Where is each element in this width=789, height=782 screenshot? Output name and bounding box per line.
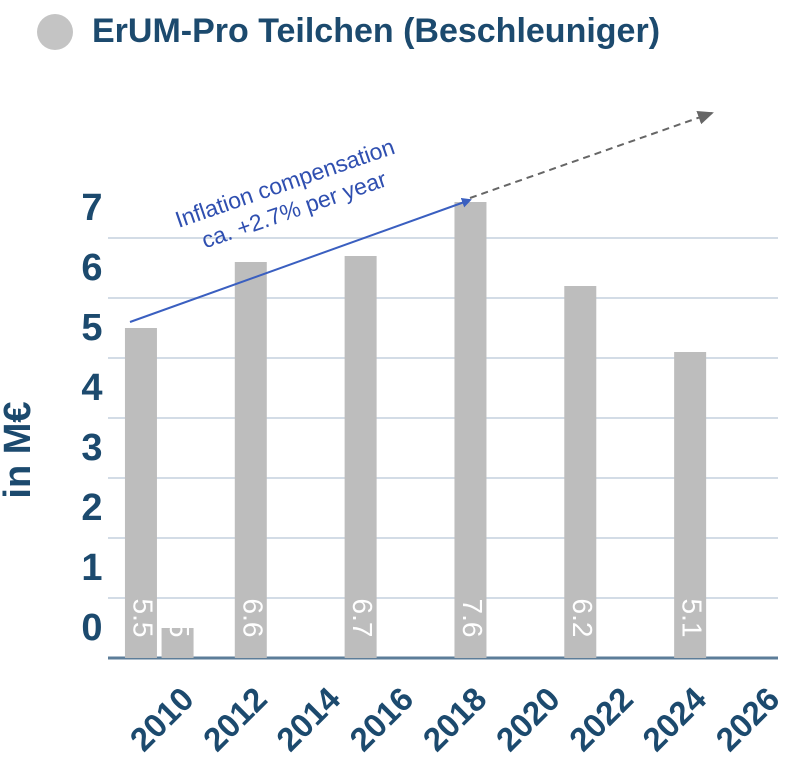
value-label: 6.6: [237, 599, 268, 638]
value-label: 6.2: [567, 599, 598, 638]
bar: [344, 256, 377, 658]
value-label: 0.5: [164, 599, 195, 638]
legend-dot: [37, 14, 73, 50]
x-tick-label: 2012: [196, 680, 274, 758]
x-tick-label: 2014: [269, 680, 348, 759]
x-tick-label: 2010: [123, 680, 201, 758]
value-label: 5.1: [677, 599, 708, 638]
y-axis-label: in M€: [0, 401, 39, 498]
bar: [161, 628, 194, 658]
y-tick-label: 6: [81, 247, 102, 289]
x-tick-label: 2018: [415, 680, 493, 758]
x-tick-label: 2026: [708, 680, 786, 758]
value-label: 7.6: [457, 599, 488, 638]
bar: [124, 328, 157, 658]
x-tick-label: 2016: [342, 680, 420, 758]
value-label: 5.5: [128, 599, 159, 638]
y-tick-label: 4: [81, 367, 102, 409]
y-tick-label: 5: [81, 307, 102, 349]
y-tick-label: 1: [81, 547, 102, 589]
x-tick-label: 2022: [562, 680, 640, 758]
chart-title: ErUM-Pro Teilchen (Beschleuniger): [92, 12, 660, 50]
y-tick-label: 7: [81, 187, 102, 229]
bar: [674, 352, 707, 658]
y-tick-label: 2: [81, 487, 102, 529]
trend-arrow: [129, 197, 472, 323]
bar: [234, 262, 267, 658]
y-tick-label: 3: [81, 427, 102, 469]
y-tick-label: 0: [81, 607, 102, 649]
bar: [564, 286, 597, 658]
value-label: 6.7: [347, 599, 378, 638]
bar: [454, 202, 487, 658]
x-tick-label: 2020: [489, 680, 567, 758]
x-tick-label: 2024: [635, 680, 714, 759]
trend-arrow-dashed: [469, 111, 714, 199]
